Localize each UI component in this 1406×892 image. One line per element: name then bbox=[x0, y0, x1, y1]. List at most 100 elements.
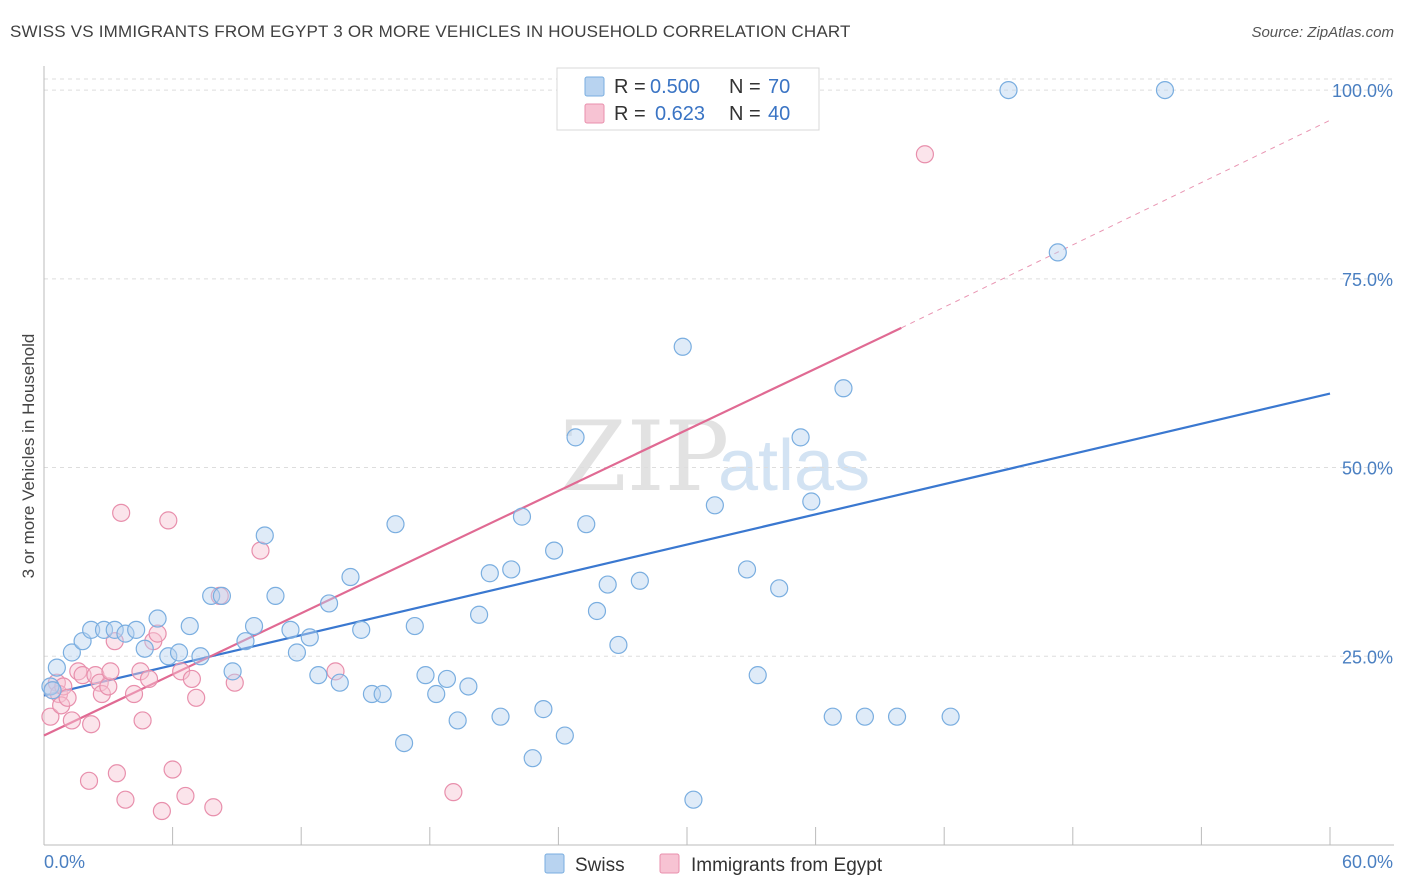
watermark-atlas: atlas bbox=[718, 426, 870, 506]
egypt-bottom-label: Immigrants from Egypt bbox=[691, 855, 883, 876]
swiss-point bbox=[47, 658, 66, 677]
swiss-points bbox=[41, 80, 1175, 809]
swiss-point bbox=[587, 601, 607, 621]
y-tick-label: 25.0% bbox=[1342, 647, 1393, 667]
egypt-point bbox=[133, 711, 152, 730]
swiss-point bbox=[266, 586, 285, 605]
swiss-point bbox=[512, 507, 532, 526]
swiss-point bbox=[684, 790, 703, 809]
swiss-point bbox=[180, 616, 199, 636]
swiss-trend-line bbox=[43, 392, 1331, 697]
swiss-point bbox=[502, 560, 521, 579]
swiss-n-label: N = bbox=[729, 76, 761, 98]
swiss-point bbox=[577, 515, 596, 534]
egypt-r-label: R = bbox=[614, 103, 646, 125]
swiss-point bbox=[448, 711, 467, 730]
swiss-n-value: 70 bbox=[768, 76, 790, 98]
y-tick-label: 50.0% bbox=[1342, 459, 1393, 479]
swiss-point bbox=[555, 726, 574, 745]
swiss-r-label: R = bbox=[614, 76, 646, 98]
egypt-point bbox=[225, 673, 244, 692]
swiss-point bbox=[212, 586, 231, 605]
swiss-point bbox=[300, 628, 319, 647]
swiss-point bbox=[609, 635, 628, 655]
swiss-point bbox=[737, 560, 757, 579]
egypt-point bbox=[152, 801, 171, 821]
swiss-point bbox=[159, 647, 178, 666]
swiss-point bbox=[148, 609, 167, 628]
swiss-point bbox=[855, 707, 874, 726]
swiss-point bbox=[566, 428, 585, 447]
egypt-point bbox=[99, 677, 118, 696]
swiss-point bbox=[523, 749, 542, 768]
egypt-n-label: N = bbox=[729, 103, 761, 125]
swiss-point bbox=[223, 662, 242, 681]
egypt-point bbox=[124, 684, 144, 704]
swiss-point bbox=[169, 643, 189, 662]
egypt-point bbox=[116, 790, 135, 809]
swiss-point bbox=[802, 492, 821, 511]
gridlines: 25.0% 50.0% 75.0% 100.0% bbox=[44, 78, 1394, 667]
swiss-point bbox=[887, 707, 907, 726]
swiss-point bbox=[352, 620, 371, 639]
swiss-point bbox=[791, 428, 810, 447]
egypt-point bbox=[176, 786, 195, 806]
swiss-point bbox=[94, 620, 114, 639]
swiss-point bbox=[191, 647, 210, 666]
legend-box: R = 0.500 N = 70 R = 0.623 N = 40 bbox=[556, 67, 820, 131]
egypt-n-value: 40 bbox=[768, 103, 790, 125]
swiss-point bbox=[105, 620, 124, 639]
swiss-point bbox=[82, 620, 101, 639]
swiss-point bbox=[545, 541, 564, 560]
y-tick-label: 75.0% bbox=[1342, 270, 1393, 290]
swiss-point bbox=[437, 669, 457, 689]
egypt-point bbox=[159, 511, 178, 530]
swiss-point bbox=[823, 707, 842, 726]
trend-lines bbox=[43, 119, 1331, 737]
swiss-point bbox=[386, 515, 405, 534]
swiss-point bbox=[135, 639, 154, 658]
swiss-point bbox=[1155, 80, 1175, 100]
x-tick-label-max: 60.0% bbox=[1342, 852, 1393, 872]
swiss-bottom-swatch bbox=[544, 853, 565, 874]
swiss-point bbox=[394, 733, 414, 753]
egypt-point bbox=[54, 677, 73, 696]
egypt-point bbox=[915, 145, 935, 164]
swiss-point bbox=[330, 673, 349, 692]
egypt-bottom-swatch bbox=[659, 853, 680, 874]
swiss-point bbox=[941, 707, 960, 726]
egypt-trend-line bbox=[43, 326, 902, 737]
swiss-legend-swatch bbox=[584, 76, 605, 97]
egypt-point bbox=[444, 783, 463, 802]
swiss-point bbox=[281, 620, 300, 639]
swiss-point bbox=[416, 666, 435, 685]
swiss-point bbox=[748, 666, 767, 685]
source-label: Source: ZipAtlas.com bbox=[1251, 24, 1394, 41]
swiss-point bbox=[770, 579, 789, 598]
egypt-point bbox=[204, 798, 223, 817]
swiss-point bbox=[373, 684, 392, 704]
swiss-point bbox=[834, 379, 853, 398]
swiss-point bbox=[673, 337, 692, 356]
egypt-point bbox=[187, 688, 206, 707]
egypt-point bbox=[251, 541, 270, 560]
swiss-bottom-label: Swiss bbox=[575, 855, 625, 876]
egypt-point bbox=[52, 696, 71, 715]
swiss-point bbox=[534, 700, 553, 719]
swiss-point bbox=[319, 594, 339, 613]
swiss-point bbox=[705, 496, 724, 515]
swiss-point bbox=[62, 643, 81, 662]
egypt-point bbox=[41, 707, 60, 726]
swiss-point bbox=[309, 666, 328, 685]
swiss-point bbox=[427, 684, 446, 704]
swiss-point bbox=[202, 586, 221, 605]
swiss-point bbox=[116, 624, 135, 643]
swiss-point bbox=[405, 616, 424, 636]
y-tick-label: 100.0% bbox=[1332, 81, 1393, 101]
swiss-point bbox=[127, 620, 146, 639]
swiss-point bbox=[491, 707, 510, 726]
egypt-points bbox=[41, 145, 935, 821]
egypt-point bbox=[82, 715, 101, 734]
swiss-point bbox=[598, 575, 617, 594]
y-axis-label: 3 or more Vehicles in Household bbox=[19, 334, 38, 579]
